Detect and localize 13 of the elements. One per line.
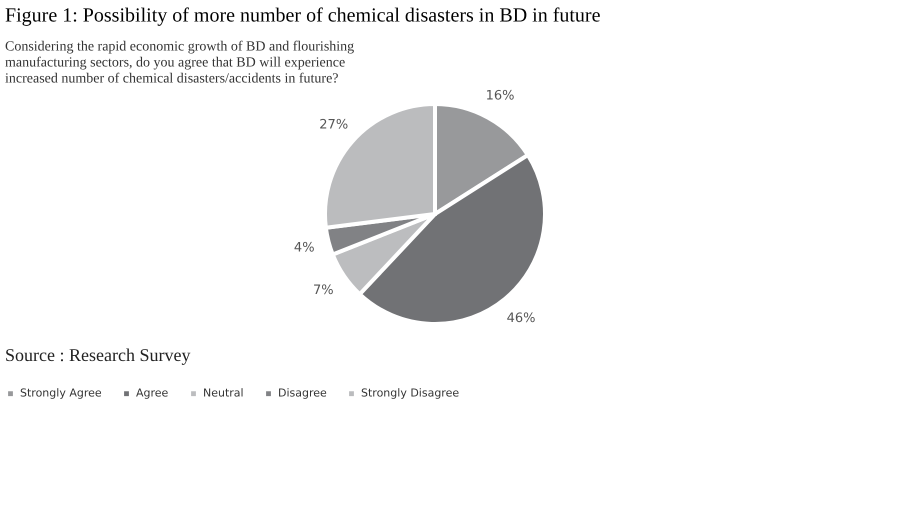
data-label: 4% <box>294 240 315 256</box>
legend-label: Neutral <box>203 386 244 400</box>
chart-subtitle: Considering the rapid economic growth of BD and flourishing manufacturing sectors, do you agree that BD will experience increased number of chemical disasters/accidents in future? <box>5 40 354 87</box>
source-note: Source : Research Survey <box>5 345 190 365</box>
data-label: 46% <box>506 311 536 326</box>
legend-label: Agree <box>136 386 169 400</box>
data-label: 7% <box>313 282 334 298</box>
data-label: 16% <box>486 88 514 104</box>
legend-label: Strongly Disagree <box>361 386 460 400</box>
legend-label: Strongly Agree <box>20 386 102 400</box>
legend-label: Disagree <box>278 386 328 400</box>
chart-title: Figure 1: Possibility of more number of chemical disasters in BD in future <box>5 4 601 27</box>
data-label: 27% <box>319 118 348 133</box>
